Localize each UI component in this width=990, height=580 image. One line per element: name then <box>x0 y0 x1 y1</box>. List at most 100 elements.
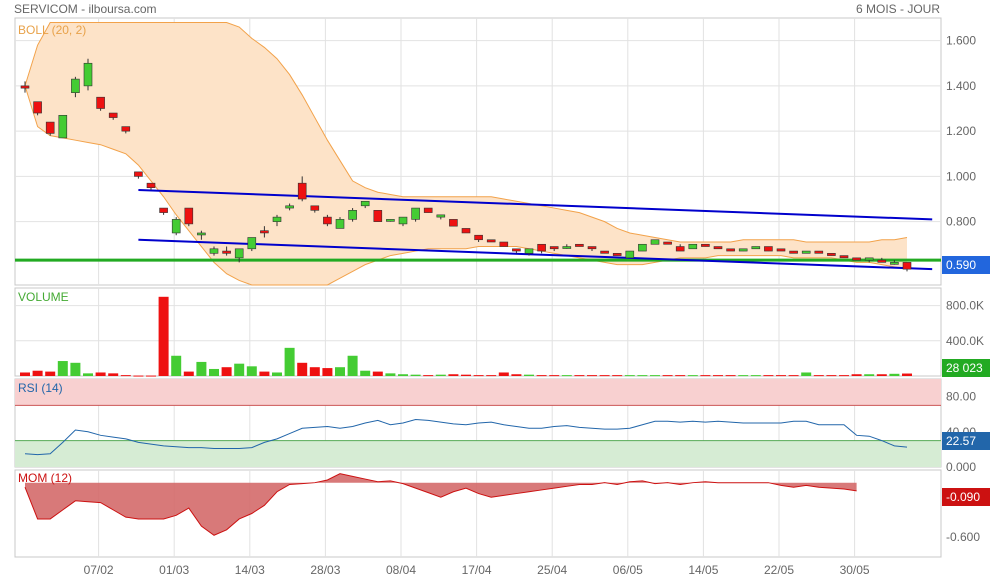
volume-bar <box>183 371 194 376</box>
candle-body <box>411 207 420 220</box>
volume-bar <box>171 355 182 376</box>
candle <box>45 121 55 136</box>
candle <box>814 250 824 254</box>
candle-body <box>512 248 521 252</box>
candle <box>285 203 294 211</box>
volume-bar <box>511 374 522 376</box>
volume-bar <box>246 366 257 376</box>
candle-body <box>612 253 622 256</box>
chart-period-label[interactable]: 6 MOIS - JOUR <box>855 2 940 16</box>
candle <box>222 246 231 256</box>
volume-bar <box>196 361 207 376</box>
candle <box>146 182 156 190</box>
volume-bar <box>549 375 560 377</box>
volume-bar <box>372 371 383 376</box>
volume-bar <box>486 375 497 377</box>
volume-bar <box>133 375 144 377</box>
candle <box>625 250 635 259</box>
mom-y-tick-label: -0.600 <box>946 530 980 544</box>
candle-body <box>398 216 408 225</box>
pane-frame <box>14 287 942 377</box>
candle-body <box>386 219 395 222</box>
candle-body <box>764 246 773 252</box>
volume-bar <box>45 371 56 376</box>
volume-bar <box>725 375 736 377</box>
mom-last-label: -0.090 <box>946 490 980 504</box>
volume-bar <box>234 363 245 376</box>
volume-indicator-label: VOLUME <box>18 290 69 304</box>
candle-body <box>801 250 811 254</box>
volume-bar <box>435 374 446 376</box>
volume-y-tick-label: 800.0K <box>946 299 984 313</box>
volume-bar <box>473 375 484 377</box>
x-tick-label: 28/03 <box>310 563 340 577</box>
candle <box>171 217 181 236</box>
candle <box>701 243 710 247</box>
volume-bar <box>221 367 232 376</box>
candle <box>335 217 345 229</box>
volume-bar <box>524 374 534 376</box>
candle <box>209 246 219 256</box>
candle <box>738 248 748 252</box>
candle-body <box>108 112 118 118</box>
candle <box>71 76 80 98</box>
volume-bar <box>297 362 308 376</box>
volume-bar <box>675 375 686 377</box>
volume-bar <box>813 375 824 377</box>
volume-bar <box>574 375 585 377</box>
rsi-y-tick-label: 0.000 <box>946 460 976 474</box>
volume-bar <box>763 375 774 377</box>
volume-bar <box>360 370 371 376</box>
candle-body <box>890 262 899 265</box>
candle-body <box>45 121 55 134</box>
candle-body <box>449 219 458 227</box>
candle-body <box>373 210 383 222</box>
x-tick-label: 17/04 <box>462 563 492 577</box>
candle-body <box>260 230 269 234</box>
price-y-tick-label: 1.000 <box>946 169 976 183</box>
rsi-indicator-label: RSI (14) <box>18 381 63 395</box>
rsi-last-label: 22.57 <box>946 434 976 448</box>
candle-body <box>701 243 710 247</box>
candle <box>675 244 685 252</box>
candle-body <box>348 210 357 220</box>
candle-body <box>675 246 685 252</box>
candle-body <box>625 250 635 259</box>
price-y-tick-label: 1.200 <box>946 124 976 138</box>
volume-bar <box>599 375 610 377</box>
candle-body <box>159 207 168 213</box>
candle <box>864 257 874 263</box>
volume-bar <box>687 375 698 377</box>
candle <box>411 207 420 222</box>
volume-bar <box>650 375 660 377</box>
candle <box>726 248 735 252</box>
candle <box>423 207 433 213</box>
volume-bar <box>70 362 81 376</box>
candle-body <box>864 257 874 261</box>
volume-last-label: 28 023 <box>946 361 983 375</box>
candle-body <box>600 250 609 254</box>
volume-bar <box>587 375 597 377</box>
candle-body <box>247 237 257 250</box>
volume-last-badge <box>942 359 990 377</box>
x-tick-label: 30/05 <box>840 563 870 577</box>
volume-bar <box>889 373 900 376</box>
rsi-line <box>24 418 908 456</box>
volume-bar <box>788 375 799 377</box>
candle-body <box>58 114 68 139</box>
volume-bar <box>335 367 345 376</box>
volume-bar <box>713 375 723 377</box>
candle <box>650 239 660 245</box>
rsi-overbought-zone <box>15 379 941 406</box>
candle <box>247 237 257 252</box>
trend-line <box>138 238 933 271</box>
mom-indicator-label: MOM (12) <box>18 471 72 485</box>
candle <box>121 126 131 134</box>
trend-line <box>138 188 933 221</box>
price-y-tick-label: 0.800 <box>946 215 976 229</box>
candle-body <box>134 171 143 177</box>
candle <box>360 200 370 209</box>
bollinger-lower-line <box>24 85 908 286</box>
candle-body <box>71 78 80 93</box>
candle <box>398 216 408 227</box>
